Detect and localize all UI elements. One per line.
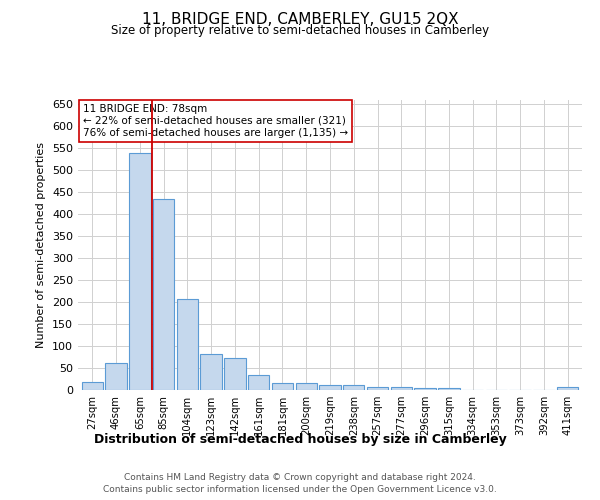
Bar: [224, 358, 245, 390]
Text: 11 BRIDGE END: 78sqm
← 22% of semi-detached houses are smaller (321)
76% of semi: 11 BRIDGE END: 78sqm ← 22% of semi-detac…: [83, 104, 348, 138]
Bar: [106, 363, 127, 390]
Bar: [200, 354, 222, 390]
Text: Contains public sector information licensed under the Open Government Licence v3: Contains public sector information licen…: [103, 485, 497, 494]
Bar: [415, 388, 436, 390]
Bar: [272, 383, 293, 390]
Y-axis label: Number of semi-detached properties: Number of semi-detached properties: [37, 142, 46, 348]
Bar: [129, 152, 151, 390]
Text: Contains HM Land Registry data © Crown copyright and database right 2024.: Contains HM Land Registry data © Crown c…: [124, 472, 476, 482]
Bar: [367, 388, 388, 390]
Bar: [153, 199, 174, 390]
Bar: [557, 388, 578, 390]
Bar: [176, 299, 198, 390]
Bar: [319, 385, 341, 390]
Bar: [343, 385, 364, 390]
Bar: [438, 388, 460, 390]
Bar: [248, 374, 269, 390]
Text: 11, BRIDGE END, CAMBERLEY, GU15 2QX: 11, BRIDGE END, CAMBERLEY, GU15 2QX: [142, 12, 458, 28]
Bar: [391, 388, 412, 390]
Bar: [82, 382, 103, 390]
Bar: [296, 383, 317, 390]
Text: Distribution of semi-detached houses by size in Camberley: Distribution of semi-detached houses by …: [94, 432, 506, 446]
Text: Size of property relative to semi-detached houses in Camberley: Size of property relative to semi-detach…: [111, 24, 489, 37]
